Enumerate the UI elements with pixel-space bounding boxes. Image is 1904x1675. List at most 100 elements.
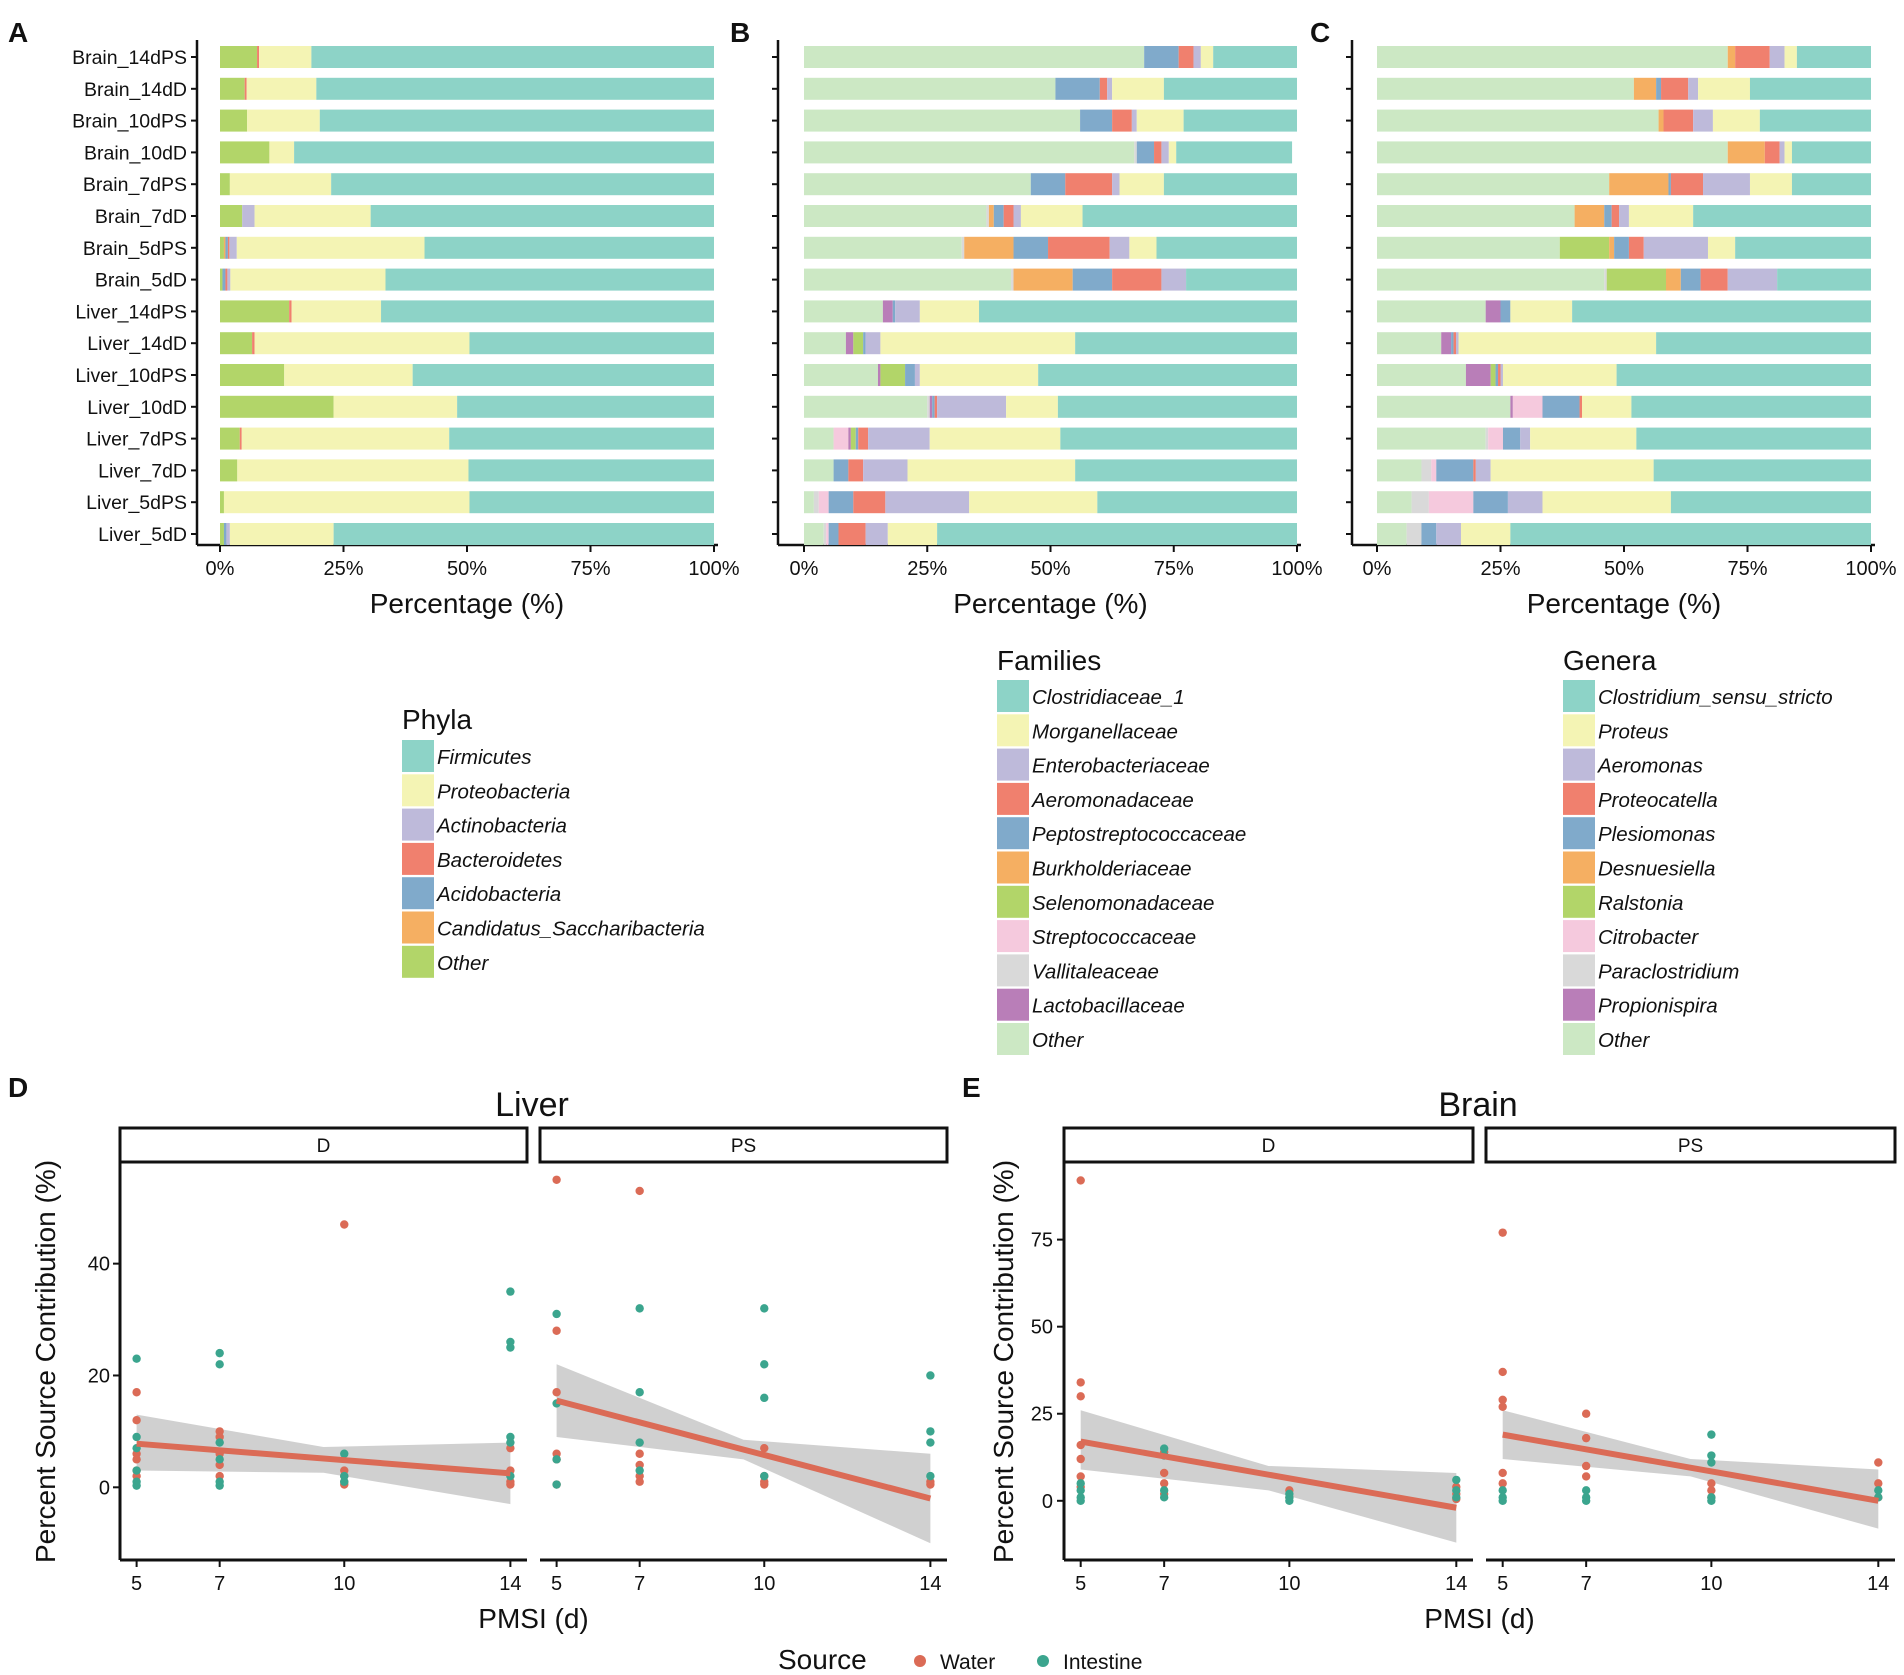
legend-swatch-candidatus_saccharibacteria [402,911,434,944]
bar-segment-morganellaceae [1168,141,1177,164]
bar-segment-proteus [1530,427,1637,450]
bar-segment-other [804,141,1135,164]
bar-segment-proteobacteria [269,141,295,164]
bar-segment-propionispira [1485,300,1501,323]
intestine-point [340,1449,349,1458]
legend-swatch-firmicutes [402,740,434,772]
legend-label: Desnuesiella [1598,858,1715,881]
bar-segment-proteus [1460,523,1511,545]
bar-segment-aeromonas [1688,77,1699,100]
water-point [340,1220,349,1229]
bar-segment-other [804,491,814,514]
bar-segment-enterobacteriaceae [1131,109,1137,132]
bar-segment-firmicutes [469,491,714,514]
x-tick-label: 7 [214,1573,225,1595]
bar-segment-actinobacteria [226,523,230,545]
intestine-point [552,1480,561,1489]
bar-segment-enterobacteriaceae [914,364,920,386]
water-point [506,1480,515,1489]
legend-phyla: Phyla Firmicutes Proteobacteria Actinobacte… [402,704,705,978]
intestine-point [1159,1444,1169,1453]
bar-segment-peptostreptococcaceae [1013,236,1049,259]
legend-label: Acidobacteria [435,883,561,906]
legend-swatch-paraclostridium [1563,954,1595,987]
bar-segment-clostridiaceae_1 [1075,459,1297,482]
bar-segment-clostridiaceae_1 [1038,364,1297,386]
x-tick-label: 14 [499,1573,521,1595]
bar-segment-clostridium_sensu_stricto [1670,491,1871,514]
bar-segment-proteocatella [1670,173,1704,196]
intestine-point [340,1477,349,1486]
water-point [1498,1228,1507,1237]
bar-segment-aeromonadaceae [853,491,886,514]
bar-segment-citrobacter [1428,491,1474,514]
x-tick-label: 10 [753,1573,775,1595]
intestine-point [1159,1493,1169,1502]
water-point [1076,1472,1085,1481]
legend-label: Lactobacillaceae [1032,995,1185,1018]
bar-segment-aeromonadaceae [1065,173,1113,196]
bar-segment-other [1377,459,1422,482]
intestine-legend-label: Intestine [1063,1651,1142,1674]
bar-segment-firmicutes [331,173,714,196]
water-point [1874,1458,1883,1467]
bar-segment-firmicutes [311,46,714,68]
bar-segment-clostridium_sensu_stricto [1656,332,1871,355]
bar-segment-clostridiaceae_1 [1057,395,1297,418]
facet-label: D [317,1136,331,1157]
bar-segment-other [220,173,230,196]
legend-swatch-streptococcaceae [997,920,1029,953]
water-point [1159,1479,1169,1488]
water-point [552,1388,561,1397]
legend-label: Other [1032,1029,1084,1052]
bar-segment-proteobacteria [236,236,425,259]
legend-swatch-aeromonadaceae [997,782,1029,815]
bar-segment-peptostreptococcaceae [855,427,859,450]
bar-segment-enterobacteriaceae [1109,236,1130,259]
water-point [635,1449,644,1458]
legend-swatch-clostridium_sensu_stricto [1563,680,1595,712]
bar-segment-other [1377,332,1442,355]
bar-segment-peptostreptococcaceae [993,205,1004,227]
intestine-point [926,1471,935,1481]
bar-segment-citrobacter [1488,427,1503,450]
legend-swatch-aeromonas [1563,748,1595,781]
legend-label: Aeromonadaceae [1030,789,1194,812]
bar-segment-other [220,268,223,291]
intestine-point [1452,1486,1461,1495]
bar-segment-proteocatella [1663,109,1694,132]
bar-segment-morganellaceae [1129,236,1157,259]
intestine-point [760,1471,769,1481]
bar-segment-paraclostridium [1421,459,1432,482]
bar-segment-aeromonas [1500,364,1503,386]
category-label: Brain_10dPS [72,111,187,133]
bar-segment-enterobacteriaceae [865,523,888,545]
bar-segment-firmicutes [469,332,714,355]
legend-swatch-clostridiaceae_1 [997,680,1029,712]
bar-segment-other [1377,141,1728,164]
bar-panel-genera: 0% 25% 50% 75% 100% Percentage (%) [1346,40,1897,619]
water-point [1707,1486,1716,1495]
bar-segment-plesiomonas [1656,77,1662,100]
x-tick-label: 0% [1363,558,1392,580]
x-tick-label: 10 [1700,1573,1722,1595]
legend-label: Plesiomonas [1598,823,1715,846]
intestine-point [1076,1486,1085,1495]
bar-segment-other [220,459,238,482]
bar-segment-clostridium_sensu_stricto [1735,236,1871,259]
legend-swatch-bacteroidetes [402,842,434,875]
legend-swatch-ralstonia [1563,885,1595,918]
category-label: Liver_14dPS [75,301,187,323]
category-label: Brain_10dD [84,142,187,164]
bar-segment-aeromonas [1643,236,1708,259]
bar-panel-families: 0% 25% 50% 75% 100% Percentage (%) [772,40,1323,619]
bar-segment-other [1377,236,1560,259]
intestine-point [926,1427,935,1436]
bar-segment-proteus [1502,364,1617,386]
bar-segment-morganellaceae [1119,173,1164,196]
legend-label: Firmicutes [437,746,532,769]
bar-segment-paraclostridium [1411,491,1429,514]
x-tick-label: 5 [1497,1573,1508,1595]
bar-segment-proteus [1490,459,1654,482]
legend-label: Bacteroidetes [437,849,562,872]
